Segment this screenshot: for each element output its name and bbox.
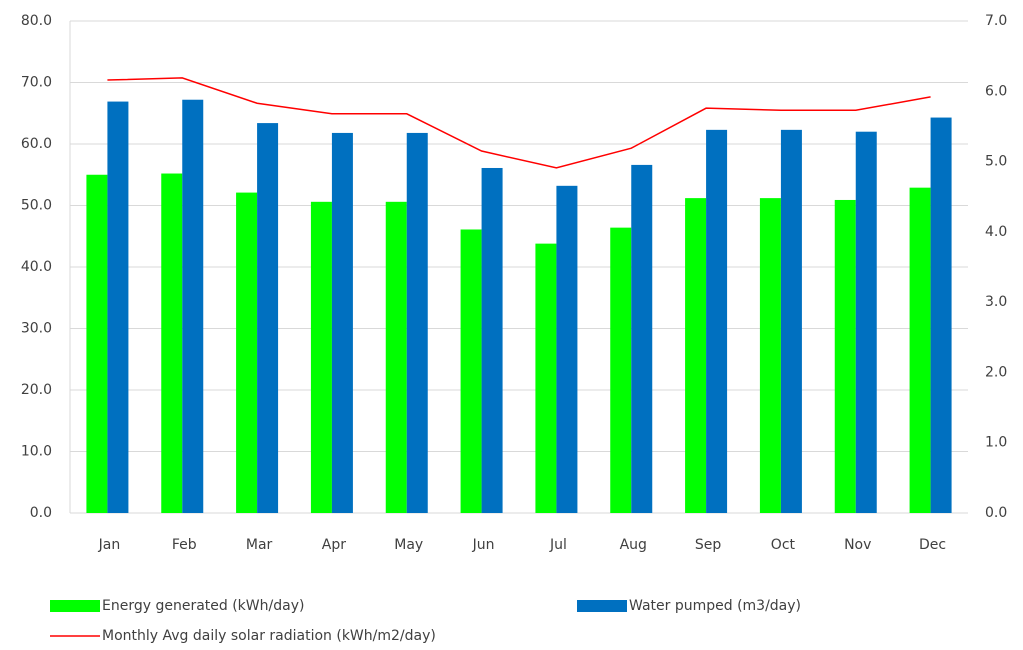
x-tick-label: Nov xyxy=(844,537,871,553)
legend-label: Monthly Avg daily solar radiation (kWh/m… xyxy=(102,628,436,644)
bar xyxy=(759,198,781,513)
bar xyxy=(385,201,407,513)
bar xyxy=(481,167,503,514)
y-tick-label: 60.0 xyxy=(21,136,52,152)
bar xyxy=(631,164,653,513)
bar xyxy=(780,129,802,514)
legend-label: Water pumped (m3/day) xyxy=(629,598,801,614)
bar xyxy=(107,101,129,513)
y-tick-label: 30.0 xyxy=(21,321,52,337)
x-tick-label: Jul xyxy=(549,537,567,553)
y2-tick-label: 5.0 xyxy=(985,154,1007,170)
bar xyxy=(406,132,428,513)
x-tick-label: Mar xyxy=(246,537,273,553)
x-tick-label: Jun xyxy=(472,537,495,553)
y2-tick-label: 7.0 xyxy=(985,13,1007,29)
bar xyxy=(930,117,952,514)
line xyxy=(107,77,931,169)
x-tick-label: Aug xyxy=(620,537,647,553)
bar xyxy=(182,99,204,513)
bar xyxy=(257,123,279,513)
y2-tick-label: 4.0 xyxy=(985,224,1007,240)
x-tick-label: Oct xyxy=(771,537,796,553)
y2-tick-label: 3.0 xyxy=(985,294,1007,310)
bar xyxy=(460,229,482,514)
bar xyxy=(331,132,353,513)
x-tick-label: Feb xyxy=(172,537,197,553)
bar xyxy=(310,201,332,513)
x-tick-label: Dec xyxy=(919,537,946,553)
y2-tick-label: 0.0 xyxy=(985,505,1007,521)
bar xyxy=(855,131,877,513)
y2-tick-label: 1.0 xyxy=(985,435,1007,451)
bar xyxy=(535,243,557,513)
x-tick-label: Apr xyxy=(322,537,346,553)
bar xyxy=(685,198,707,513)
y-tick-label: 40.0 xyxy=(21,259,52,275)
y-tick-label: 70.0 xyxy=(21,75,52,91)
x-tick-label: Sep xyxy=(695,537,722,553)
bar xyxy=(556,185,578,513)
x-tick-label: Jan xyxy=(98,537,121,553)
bar xyxy=(610,227,632,513)
bar xyxy=(86,174,108,513)
y-tick-label: 80.0 xyxy=(21,13,52,29)
legend-swatch xyxy=(50,600,100,612)
bar xyxy=(834,199,856,513)
y-tick-label: 20.0 xyxy=(21,382,52,398)
y-tick-label: 0.0 xyxy=(30,505,52,521)
y2-tick-label: 6.0 xyxy=(985,83,1007,99)
bar xyxy=(161,173,183,513)
y2-tick-label: 2.0 xyxy=(985,364,1007,380)
bar xyxy=(236,192,258,513)
bar xyxy=(706,129,728,514)
bar xyxy=(909,187,931,514)
legend-swatch xyxy=(577,600,627,612)
x-tick-label: May xyxy=(394,537,423,553)
y-tick-label: 50.0 xyxy=(21,198,52,214)
y-tick-label: 10.0 xyxy=(21,444,52,460)
legend-label: Energy generated (kWh/day) xyxy=(102,598,304,614)
